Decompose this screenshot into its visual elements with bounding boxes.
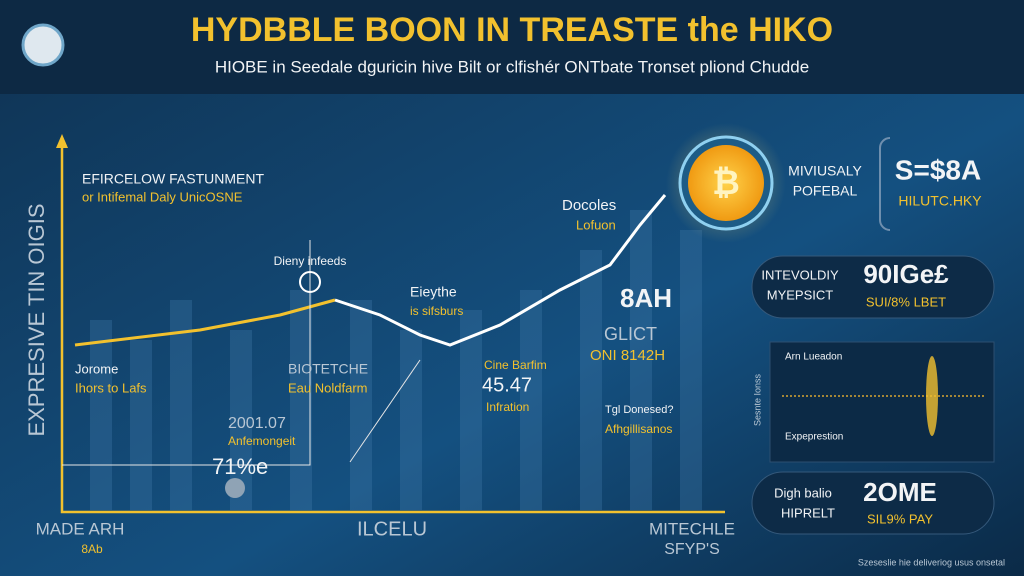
annotation: Docoles — [562, 197, 616, 214]
panel-value: 2OME — [863, 477, 937, 507]
annotation: Tgl Donesed? — [605, 404, 674, 416]
annotation-note: Ihors to Lafs — [75, 380, 147, 395]
x-label: ILCELU — [357, 518, 427, 540]
annotation: 8AH — [620, 283, 672, 313]
axis-arrow — [56, 134, 68, 148]
subtitle: HIOBE in Seedale dguricin hive Bilt or c… — [215, 57, 809, 76]
annotation: 2001.07 — [228, 415, 286, 432]
coin-symbol: ₿ — [712, 164, 740, 202]
annotation-note: or Intifemal Daly UnicOSNE — [82, 189, 243, 204]
panel-label: INTEVOLDIY — [761, 267, 839, 282]
marker — [299, 271, 321, 293]
annotation: Cine Barfim — [484, 358, 547, 372]
panel-sub: POFEBAL — [793, 183, 858, 199]
x-label-note: 8Ab — [81, 542, 103, 556]
panel — [751, 471, 995, 535]
trend-line-yellow — [74, 298, 336, 347]
annotation-note: Infration — [486, 400, 529, 414]
annotation: GLICT — [604, 324, 657, 344]
x-label: MADE ARH — [36, 519, 125, 538]
panel-sub: HIPRELT — [781, 505, 835, 520]
annotation-note: Anfemongeit — [228, 434, 296, 448]
annotation: 71%e — [212, 454, 268, 479]
panel-label: MIVIUSALY — [788, 163, 862, 179]
annotation-note: Eau Noldfarm — [288, 380, 367, 395]
x-label: MITECHLE — [649, 519, 735, 538]
title: HYDBBLE BOON IN TREASTE the HIKO — [191, 11, 833, 49]
guide-line — [62, 240, 311, 466]
panel-side: Sesnte Ionss — [752, 373, 762, 426]
panel-label: Digh balio — [774, 485, 832, 500]
header-band — [0, 0, 1024, 94]
axis — [60, 140, 725, 514]
annotation: EFIRCELOW FASTUNMENT — [82, 171, 264, 187]
panel-label: Expeprestion — [785, 432, 843, 443]
panel-note: SUI/8% LBET — [866, 294, 946, 309]
annotation-value: 45.47 — [482, 374, 532, 396]
annotation-note: Lofuon — [576, 217, 616, 232]
pointer — [349, 359, 421, 463]
footer: Szeseslie hie deliveriog usus onsetal — [858, 557, 1005, 567]
annotation-note: is sifsburs — [410, 304, 463, 318]
annotation: Jorome — [75, 361, 118, 376]
annotation-note: ONI 8142H — [590, 347, 665, 364]
marker — [225, 478, 245, 498]
panel — [751, 255, 995, 319]
panel-frame — [879, 137, 891, 231]
panel-label: Arn Lueadon — [785, 352, 842, 363]
logo — [21, 23, 65, 67]
annotation: Eieythe — [410, 284, 457, 300]
coin — [688, 145, 764, 221]
x-label-note: SFYP'S — [664, 541, 720, 558]
annotation: BIOTETCHE — [288, 361, 368, 377]
annotation: Dieny infeeds — [274, 254, 347, 268]
panel-value: S=$8A — [895, 154, 981, 185]
panel-note: SIL9% PAY — [867, 511, 933, 526]
signal-spike — [926, 356, 938, 436]
panel-value: 90IGe£ — [863, 259, 949, 289]
panel — [769, 341, 995, 463]
panel-sub: MYEPSICT — [767, 287, 834, 302]
axis-label: EXPRESIVE TIN OIGIS — [24, 203, 49, 436]
panel-note: HILUTC.HKY — [898, 193, 982, 209]
trend-line — [334, 194, 667, 347]
annotation-note: Afhgillisanos — [605, 422, 672, 436]
